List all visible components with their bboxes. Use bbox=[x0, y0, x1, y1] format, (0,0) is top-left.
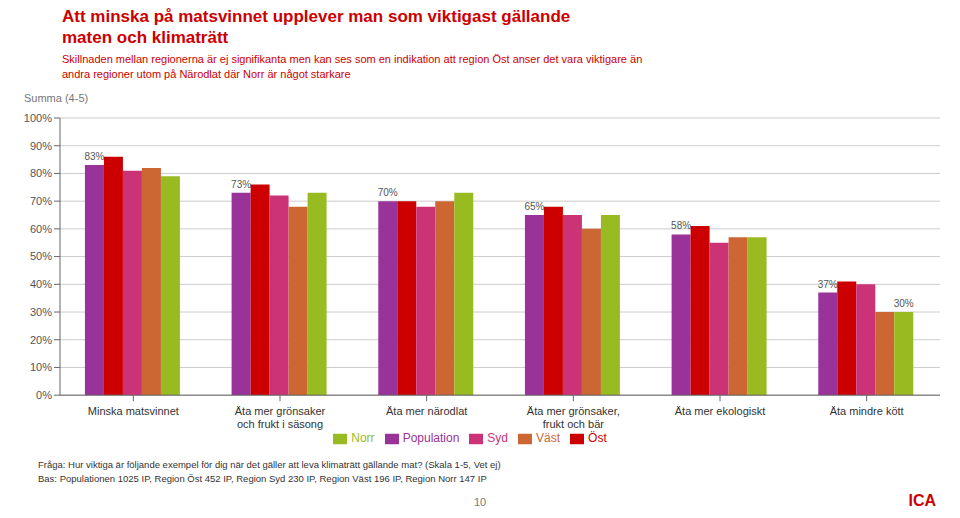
svg-text:90%: 90% bbox=[30, 140, 52, 152]
svg-text:70%: 70% bbox=[30, 195, 52, 207]
html-text:ICA: ICA bbox=[908, 492, 936, 509]
html-text:maten och klimaträtt: maten och klimaträtt bbox=[62, 28, 229, 47]
svg-text:83%: 83% bbox=[84, 151, 104, 162]
svg-text:Äta mer ekologiskt: Äta mer ekologiskt bbox=[675, 405, 765, 417]
html-text:Bas: Populationen 1025 IP, Reg: Bas: Populationen 1025 IP, Region Öst 45… bbox=[38, 473, 487, 484]
html-text:Summa (4-5): Summa (4-5) bbox=[24, 92, 89, 104]
svg-text:100%: 100% bbox=[24, 112, 52, 124]
svg-text:30%: 30% bbox=[30, 306, 52, 318]
svg-text:Äta mer närodlat: Äta mer närodlat bbox=[386, 405, 467, 417]
svg-text:Äta mer grönsaker,frukt och bä: Äta mer grönsaker,frukt och bär bbox=[527, 405, 620, 430]
svg-text:Äta mindre kött: Äta mindre kött bbox=[830, 405, 904, 417]
svg-text:0%: 0% bbox=[36, 389, 52, 401]
svg-text:Minska matsvinnet: Minska matsvinnet bbox=[88, 405, 179, 417]
html-text:10: 10 bbox=[473, 496, 487, 508]
svg-text:80%: 80% bbox=[30, 167, 52, 179]
html-text:Syd: Syd bbox=[487, 431, 508, 446]
svg-text:65%: 65% bbox=[524, 201, 544, 212]
html-text:Population: Population bbox=[402, 431, 460, 446]
svg-text:30%: 30% bbox=[894, 298, 914, 309]
html-text:Norr: Norr bbox=[351, 431, 375, 446]
html-text:Öst: Öst bbox=[588, 431, 607, 446]
svg-text:10%: 10% bbox=[30, 361, 52, 373]
html-text:Väst: Väst bbox=[536, 431, 560, 446]
html-text:Fråga: Hur viktiga är följande: Fråga: Hur viktiga är följande exempel f… bbox=[38, 459, 501, 470]
svg-text:70%: 70% bbox=[378, 187, 398, 198]
svg-text:20%: 20% bbox=[30, 334, 52, 346]
svg-text:58%: 58% bbox=[671, 220, 691, 231]
svg-text:50%: 50% bbox=[30, 250, 52, 262]
svg-text:73%: 73% bbox=[231, 179, 251, 190]
html-text:Att minska på matsvinnet upple: Att minska på matsvinnet upplever man so… bbox=[62, 7, 571, 26]
svg-text:Äta mer grönsakeroch frukt i s: Äta mer grönsakeroch frukt i säsong bbox=[235, 405, 326, 430]
html-text:Skillnaden mellan regionerna ä: Skillnaden mellan regionerna är ej signi… bbox=[62, 53, 643, 65]
html-text:andra regioner utom på Närodla: andra regioner utom på Närodlat där Norr… bbox=[62, 68, 351, 80]
svg-text:37%: 37% bbox=[818, 279, 838, 290]
svg-text:60%: 60% bbox=[30, 223, 52, 235]
svg-text:40%: 40% bbox=[30, 278, 52, 290]
